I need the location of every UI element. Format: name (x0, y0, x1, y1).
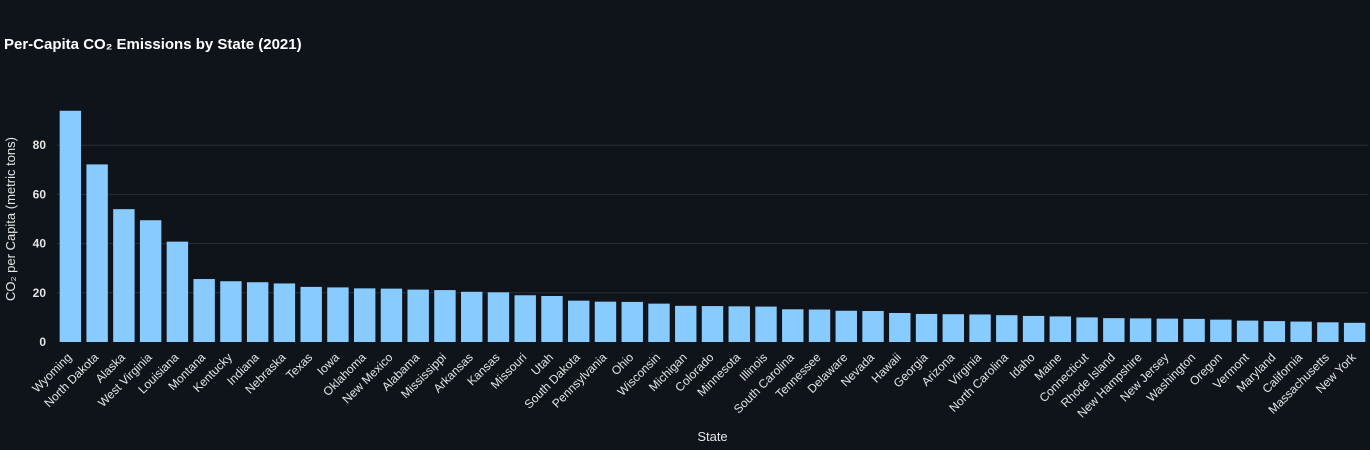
bar-delaware[interactable] (835, 310, 857, 342)
bar-new-mexico[interactable] (380, 288, 403, 342)
bars (59, 110, 1366, 342)
bar-oregon[interactable] (1210, 319, 1232, 342)
bar-tennessee[interactable] (808, 309, 831, 342)
bar-new-jersey[interactable] (1156, 318, 1179, 342)
bar-california[interactable] (1290, 321, 1312, 342)
y-tick-label: 60 (33, 187, 47, 201)
bar-arkansas[interactable] (461, 291, 483, 342)
bar-montana[interactable] (193, 279, 215, 342)
bar-idaho[interactable] (1022, 315, 1045, 342)
bar-rhode-island[interactable] (1103, 318, 1125, 342)
bar-arizona[interactable] (942, 314, 964, 342)
gridlines (57, 144, 1368, 294)
y-tick-label: 40 (33, 237, 47, 251)
y-axis-label: CO₂ per Capita (metric tons) (3, 137, 18, 301)
bar-kentucky[interactable] (220, 281, 242, 342)
bar-louisiana[interactable] (166, 241, 189, 342)
bar-indiana[interactable] (246, 282, 269, 342)
x-axis-label: State (697, 429, 727, 444)
bar-massachusetts[interactable] (1317, 322, 1339, 342)
bar-new-hampshire[interactable] (1129, 318, 1152, 342)
y-tick-labels: 0 20 40 60 80 (33, 138, 47, 349)
bar-georgia[interactable] (915, 313, 938, 342)
bar-west-virginia[interactable] (139, 220, 162, 342)
bar-michigan[interactable] (675, 305, 697, 342)
bar-maine[interactable] (1049, 316, 1072, 342)
bar-vermont[interactable] (1236, 320, 1259, 342)
bar-pennsylvania[interactable] (594, 301, 617, 342)
bar-hawaii[interactable] (889, 312, 911, 342)
bar-iowa[interactable] (327, 287, 349, 342)
bar-utah[interactable] (541, 295, 563, 342)
bar-north-carolina[interactable] (996, 315, 1018, 342)
x-tick-label: Texas (283, 350, 315, 382)
bar-missouri[interactable] (514, 295, 536, 342)
bar-minnesota[interactable] (728, 306, 750, 342)
bar-maryland[interactable] (1263, 321, 1286, 342)
bar-illinois[interactable] (755, 306, 777, 342)
bar-south-dakota[interactable] (568, 300, 590, 342)
x-tick-label: Idaho (1007, 350, 1038, 381)
bar-wisconsin[interactable] (648, 303, 670, 342)
bar-wyoming[interactable] (59, 110, 82, 342)
y-tick-label: 0 (39, 335, 46, 349)
bar-alabama[interactable] (407, 289, 429, 342)
bar-oklahoma[interactable] (353, 288, 376, 342)
bar-washington[interactable] (1183, 318, 1205, 342)
y-tick-label: 80 (33, 138, 47, 152)
bar-virginia[interactable] (969, 314, 991, 342)
bar-connecticut[interactable] (1076, 317, 1098, 342)
y-tick-label: 20 (33, 286, 47, 300)
bar-alaska[interactable] (113, 209, 135, 342)
bar-texas[interactable] (300, 286, 322, 342)
bar-ohio[interactable] (621, 301, 643, 342)
bar-south-carolina[interactable] (782, 309, 804, 342)
bar-kansas[interactable] (487, 292, 510, 342)
bar-mississippi[interactable] (434, 290, 456, 342)
bar-colorado[interactable] (701, 306, 724, 342)
bar-nebraska[interactable] (273, 283, 296, 342)
bar-new-york[interactable] (1343, 322, 1366, 342)
bar-nevada[interactable] (862, 311, 884, 342)
bar-north-dakota[interactable] (86, 164, 108, 342)
chart-title: Per-Capita CO₂ Emissions by State (2021) (4, 36, 302, 53)
